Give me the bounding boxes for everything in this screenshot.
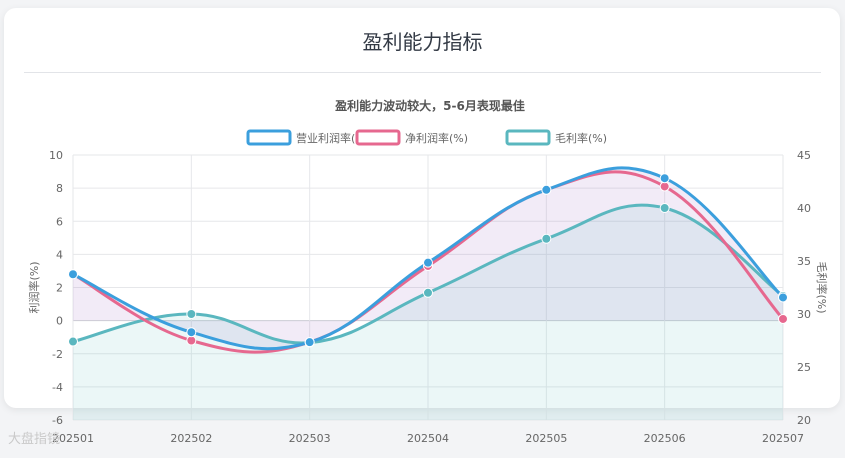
x-tick-label: 202506 (644, 432, 686, 445)
chart-subtitle: 盈利能力波动较大，5-6月表现最佳 (335, 99, 525, 113)
x-tick-label: 202501 (52, 432, 94, 445)
y-right-tick-label: 45 (797, 149, 811, 162)
data-point (68, 269, 78, 280)
legend-swatch-0 (246, 129, 292, 146)
x-tick-label: 202505 (525, 432, 567, 445)
y-left-tick-label: -2 (52, 348, 63, 361)
y-left-tick-label: 4 (56, 248, 63, 261)
data-point (186, 335, 197, 346)
data-point (423, 287, 433, 298)
legend-swatch-1 (355, 129, 401, 146)
legend-label-1: 净利润率(%) (405, 131, 468, 145)
chart-card (4, 8, 840, 408)
y-left-tick-label: 8 (56, 182, 63, 195)
y-right-axis-title: 毛利率(%) (815, 261, 829, 313)
y-left-tick-label: -4 (52, 381, 63, 394)
data-point (659, 203, 670, 213)
data-point (541, 233, 552, 244)
y-right-tick-label: 40 (797, 202, 811, 215)
y-left-axis-title: 利润率(%) (27, 261, 41, 313)
data-point (659, 181, 670, 192)
title-divider (24, 72, 821, 73)
watermark: 大盘指镜 (8, 432, 61, 447)
y-right-tick-label: 25 (797, 361, 811, 374)
y-left-tick-label: -6 (52, 414, 63, 427)
y-left-tick-label: 0 (56, 315, 63, 328)
data-point (423, 257, 433, 268)
x-tick-label: 202502 (170, 432, 212, 445)
y-left-tick-label: 10 (49, 149, 63, 162)
legend-label-0: 营业利润率(%) (296, 131, 370, 145)
y-right-tick-label: 30 (797, 308, 811, 321)
data-point (186, 309, 197, 319)
x-tick-label: 202507 (762, 432, 804, 445)
y-right-tick-label: 35 (797, 255, 811, 268)
x-tick-label: 202503 (289, 432, 331, 445)
y-right-tick-label: 20 (797, 414, 811, 427)
y-left-tick-label: 2 (56, 282, 63, 295)
data-point (68, 336, 78, 347)
data-point (186, 327, 197, 338)
y-left-tick-label: 6 (56, 215, 63, 228)
x-tick-label: 202504 (407, 432, 449, 445)
legend-label-2: 毛利率(%) (555, 131, 607, 145)
data-point (778, 313, 788, 324)
series-area-2 (73, 205, 783, 420)
card-title: 盈利能力指标 (362, 30, 483, 54)
data-point (541, 184, 552, 195)
data-point (659, 173, 670, 184)
data-point (778, 292, 788, 303)
data-point (304, 337, 315, 348)
legend-swatch-2 (505, 129, 551, 146)
